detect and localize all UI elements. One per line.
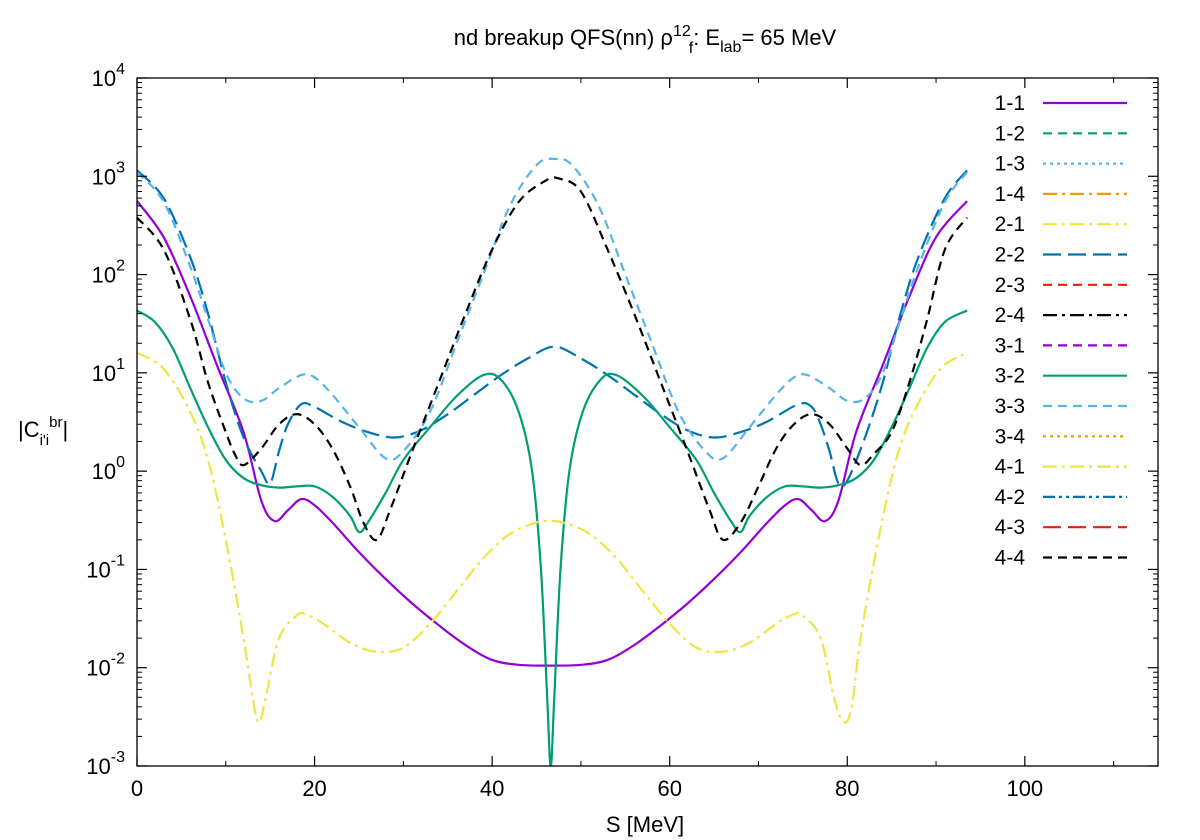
- legend-label-4-4: 4-4: [995, 547, 1026, 570]
- legend-label-3-4: 3-4: [995, 425, 1026, 448]
- title-sup: 12: [673, 23, 691, 40]
- title-mid: : E: [693, 25, 720, 50]
- legend-label-1-2: 1-2: [995, 122, 1025, 145]
- y-tick-label: 102: [92, 258, 125, 288]
- legend-label-4-1: 4-1: [995, 456, 1025, 479]
- y-tick-label: 10-3: [86, 749, 125, 779]
- ylabel-sub: i'i: [40, 432, 50, 449]
- x-tick-label: 80: [835, 776, 859, 801]
- y-tick-label: 10-1: [86, 552, 125, 582]
- y-tick-label: 10-2: [86, 651, 125, 681]
- title-sub2: lab: [720, 39, 741, 56]
- legend-label-2-4: 2-4: [995, 304, 1026, 327]
- series-line-4-4: [137, 176, 969, 542]
- x-tick-label: 60: [657, 776, 681, 801]
- legend-label-1-4: 1-4: [995, 183, 1026, 206]
- series-line-3-3: [137, 157, 968, 462]
- y-tick-label: 101: [92, 356, 125, 386]
- legend-label-2-1: 2-1: [995, 213, 1025, 236]
- ylabel-sup: br: [49, 414, 62, 431]
- x-tick-label: 100: [1006, 776, 1043, 801]
- x-axis-label: S [MeV]: [606, 812, 684, 837]
- y-tick-label: 104: [92, 61, 125, 91]
- legend-label-1-1: 1-1: [995, 92, 1025, 115]
- title-prefix: nd breakup QFS(nn) ρ: [454, 25, 673, 50]
- chart-title: nd breakup QFS(nn) ρ12 f: Elab= 65 MeV: [454, 23, 837, 57]
- legend-label-1-3: 1-3: [995, 153, 1025, 176]
- ylabel-close: |: [62, 417, 68, 442]
- x-tick-label: 20: [302, 776, 326, 801]
- legend-label-3-2: 3-2: [995, 365, 1025, 388]
- legend-label-2-3: 2-3: [995, 274, 1025, 297]
- series-layer: [137, 157, 969, 766]
- x-tick-label: 40: [480, 776, 504, 801]
- y-tick-label: 103: [92, 159, 125, 189]
- legend-label-3-1: 3-1: [995, 334, 1025, 357]
- series-line-3-2: [137, 309, 968, 766]
- plot-frame: [136, 77, 1159, 767]
- title-sub: f: [689, 40, 694, 57]
- y-axis-label: |Ci'ibr|: [18, 414, 68, 449]
- legend-label-2-2: 2-2: [995, 244, 1025, 267]
- y-axis: 10-3 10-2 10-1 100 101 102 103 104: [86, 61, 1158, 779]
- ylabel-open: |C: [18, 417, 40, 442]
- y-tick-label: 100: [92, 454, 125, 484]
- series-line-1-1: [137, 200, 968, 667]
- legend-label-4-3: 4-3: [995, 516, 1025, 539]
- legend: 1-1 1-2 1-3 1-4 2-1 2-2 2-3 2-4 3-1 3-2 3-3 3-4 4-1 4…: [995, 92, 1127, 570]
- legend-label-4-2: 4-2: [995, 486, 1025, 509]
- legend-label-3-3: 3-3: [995, 395, 1025, 418]
- x-axis: 0 20 40 60 80 100: [131, 78, 1115, 801]
- series-line-4-1: [137, 351, 968, 724]
- series-line-2-2: [137, 169, 968, 488]
- x-tick-label: 0: [131, 776, 143, 801]
- title-suffix: = 65 MeV: [741, 25, 836, 50]
